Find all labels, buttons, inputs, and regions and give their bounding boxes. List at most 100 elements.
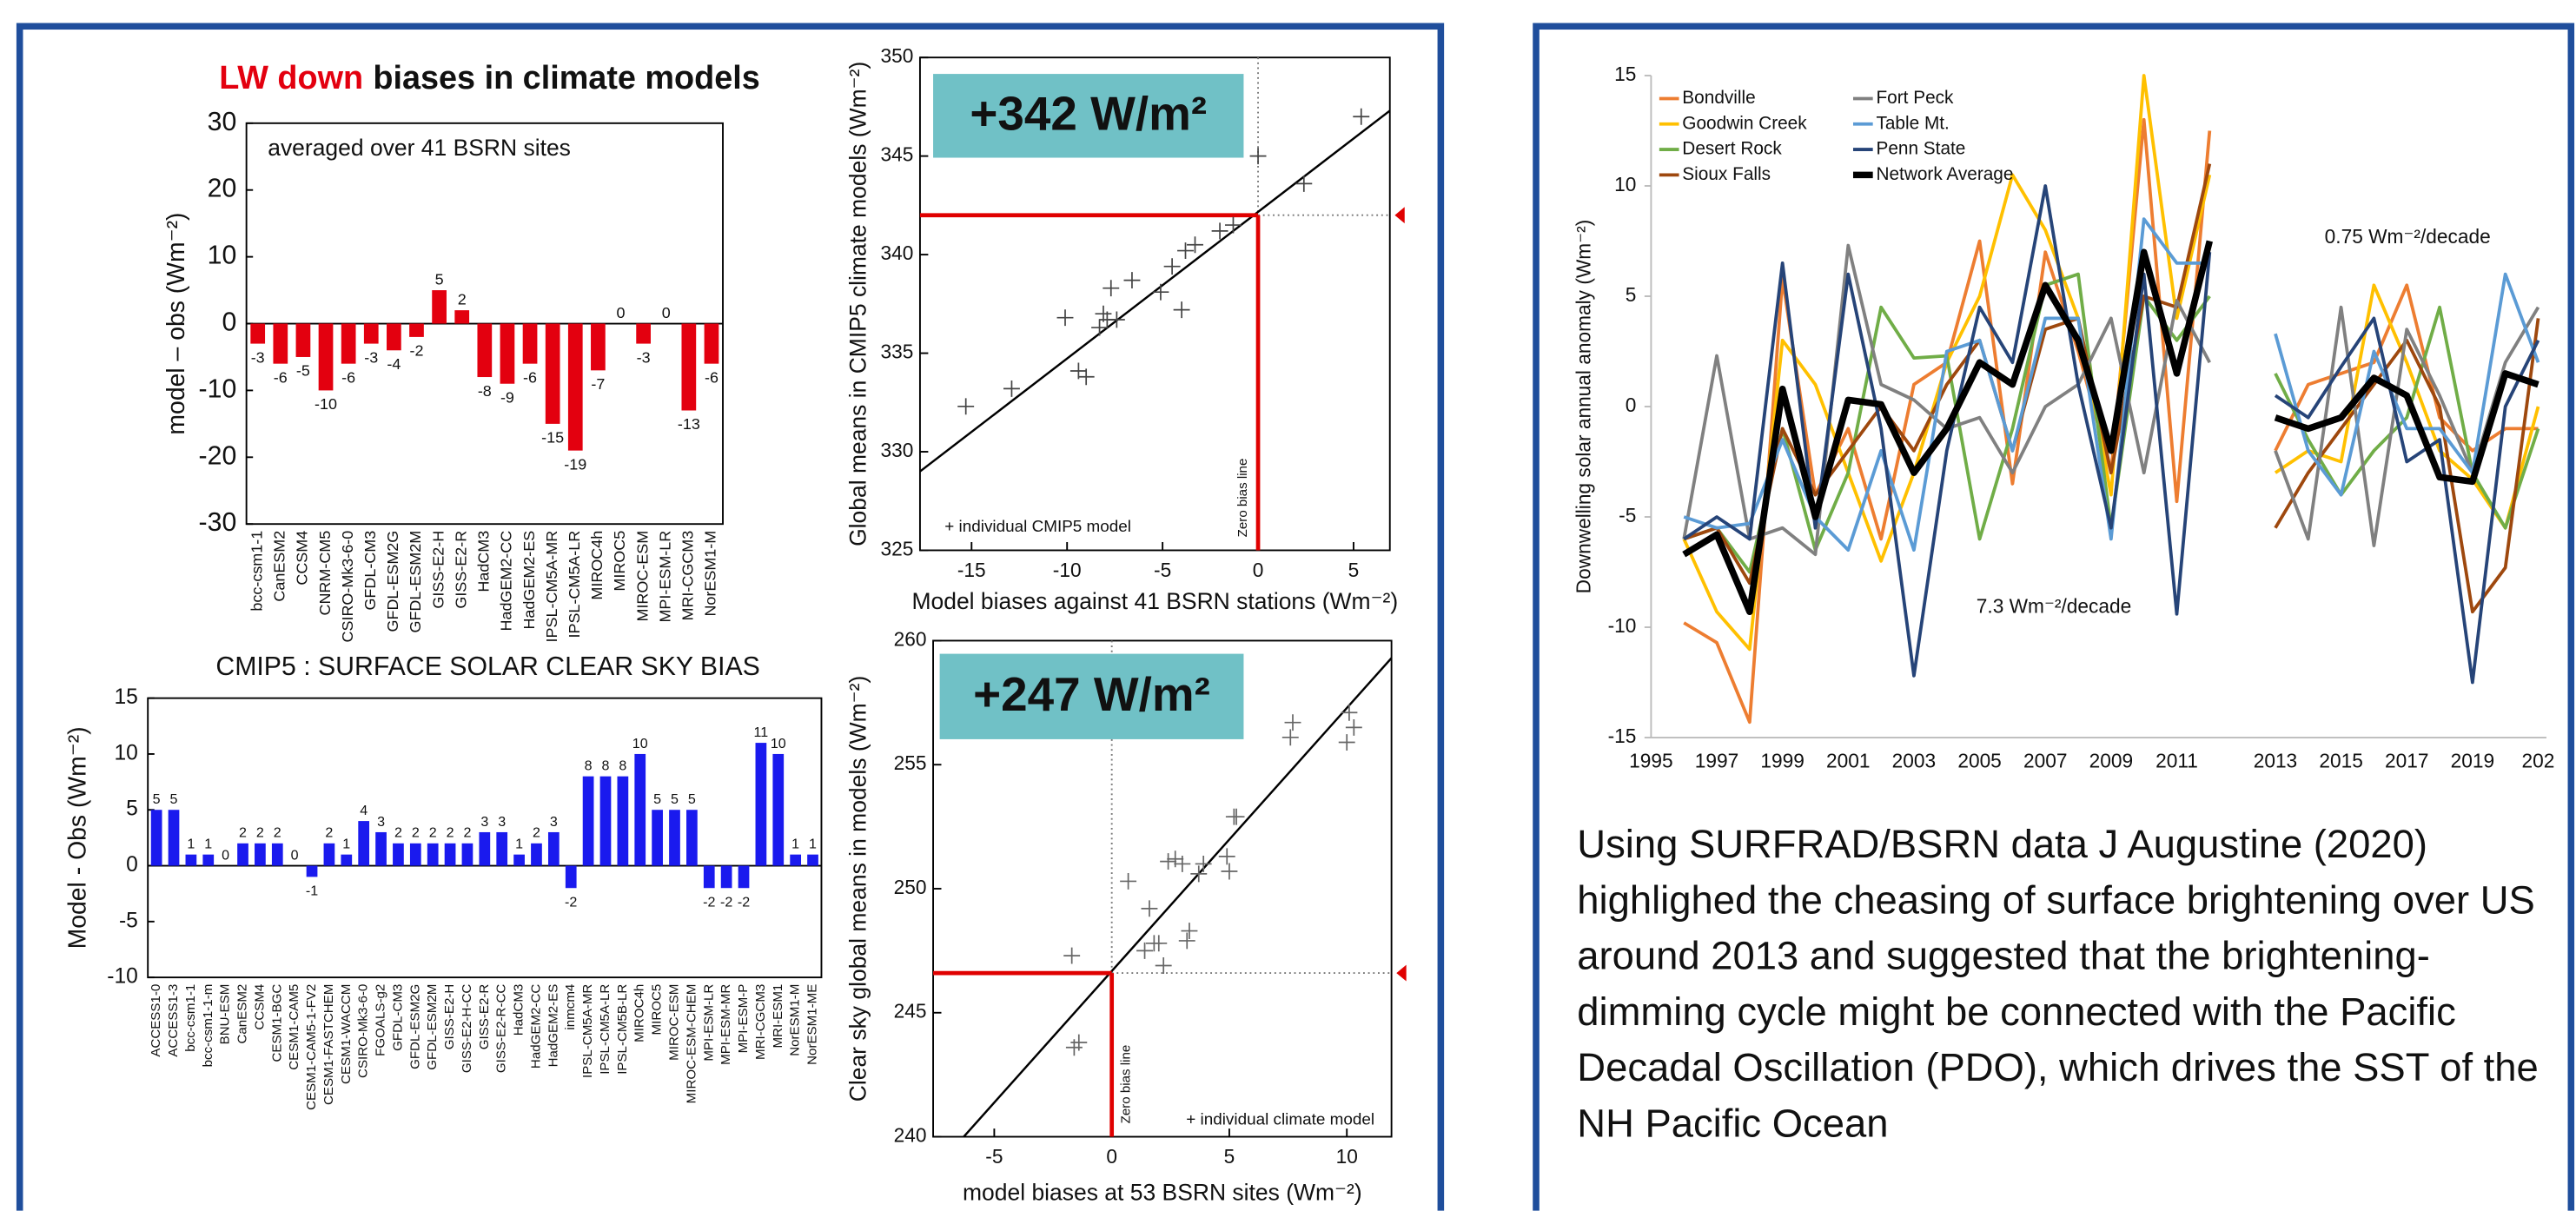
x-tick-label: 1999: [1760, 749, 1804, 771]
x-tick-label: MPI-ESM-LR: [656, 531, 673, 623]
value-label: 3: [377, 814, 385, 830]
y-axis-label: Global means in CMIP5 climate models (Wm…: [845, 62, 871, 546]
y-tick-label: 255: [894, 751, 927, 774]
point: [1091, 319, 1109, 336]
x-tick-label: -5: [1154, 559, 1171, 581]
value-label: -6: [705, 368, 718, 386]
value-label: -2: [738, 895, 750, 910]
bar: [237, 843, 248, 866]
x-axis-label: Model biases against 41 BSRN stations (W…: [911, 588, 1398, 614]
y-axis-label: Downwelling solar annual anomaly (Wm⁻²): [1572, 220, 1594, 594]
chart-title: CMIP5 : SURFACE SOLAR CLEAR SKY BIAS: [215, 652, 760, 681]
bar: [295, 323, 311, 357]
x-tick-label: GFDL-CM3: [390, 984, 405, 1051]
x-tick-label: 2009: [2089, 749, 2133, 771]
point: [1123, 272, 1141, 289]
x-tick-label: MIROC5: [611, 531, 628, 592]
x-tick-label: MRI-CGCM3: [679, 531, 697, 621]
point: [1108, 311, 1125, 328]
x-tick-label: GFDL-CM3: [361, 531, 379, 611]
value-label: -3: [637, 348, 651, 366]
value-label: 5: [170, 791, 178, 807]
value-label: -8: [478, 382, 492, 400]
value-label: 1: [791, 837, 799, 852]
x-tick-label: HadGEM2-ES: [546, 984, 560, 1068]
y-tick-label: 5: [126, 797, 138, 821]
x-tick-label: NorESM1-M: [702, 531, 719, 617]
value-label: -6: [523, 368, 537, 386]
x-tick-label: MRI-ESM1: [771, 984, 785, 1049]
x-tick-label: 5: [1348, 559, 1360, 581]
bar: [599, 776, 612, 866]
bar: [185, 854, 197, 866]
fit-line: [963, 657, 1393, 1138]
x-tick-label: ACCESS1-0: [149, 984, 163, 1057]
plot-frame: [147, 697, 823, 979]
bar: [273, 323, 288, 364]
value-label: -3: [364, 348, 378, 366]
x-tick-label: CanESM2: [271, 531, 288, 602]
bar: [567, 323, 583, 451]
y-tick-label: -30: [199, 508, 237, 537]
x-tick-label: MPI-ESM-MR: [718, 984, 733, 1065]
point: [1341, 704, 1358, 721]
point: [1249, 148, 1267, 165]
point: [1225, 216, 1242, 234]
x-tick-label: NorESM1-ME: [805, 984, 820, 1065]
point: [1167, 850, 1184, 868]
value-label: 2: [394, 825, 402, 841]
point: [1177, 242, 1194, 260]
bar: [617, 776, 629, 866]
value-label: -3: [251, 348, 265, 366]
x-tick-label: CSIRO-Mk3-6-0: [339, 531, 356, 643]
bar: [496, 831, 508, 866]
point: [1141, 900, 1158, 917]
y-tick-label: -10: [199, 374, 237, 403]
y-tick-label: 340: [881, 242, 914, 264]
bar: [636, 323, 651, 344]
y-tick-label: 10: [114, 741, 137, 764]
x-tick-label: CCSM4: [252, 984, 267, 1030]
value-label: -2: [720, 895, 732, 910]
point: [1160, 853, 1177, 870]
value-label: 1: [342, 837, 350, 852]
x-tick-label: HadGEM2-ES: [520, 531, 538, 630]
legend-label: Bondville: [1682, 88, 1755, 108]
bar: [582, 776, 594, 866]
bar: [686, 810, 698, 866]
point: [1065, 1039, 1083, 1056]
value-label: 1: [187, 837, 195, 852]
x-tick-label: IPSL-CM5A-MR: [580, 984, 595, 1078]
x-tick-label: MRI-CGCM3: [753, 984, 768, 1060]
point: [1221, 863, 1238, 880]
value-label: 8: [619, 758, 626, 774]
value-label: 3: [480, 814, 488, 830]
point: [1218, 848, 1235, 865]
x-tick-label: 202: [2522, 749, 2555, 771]
x-tick-label: IPSL-CM5A-LR: [598, 984, 613, 1075]
callout-box: [933, 74, 1244, 158]
bar: [409, 323, 424, 337]
y-tick-label: -20: [199, 441, 237, 470]
point: [1174, 855, 1191, 872]
y-tick-label: 0: [222, 308, 236, 336]
x-tick-label: HadCM3: [512, 984, 526, 1036]
highlight-pointer: [1396, 964, 1407, 982]
bar: [652, 810, 663, 866]
bar: [681, 323, 697, 411]
point: [1187, 236, 1203, 254]
bar: [703, 865, 715, 889]
y-tick-label: 250: [894, 876, 927, 898]
point: [1063, 947, 1081, 964]
point: [1353, 108, 1370, 125]
x-axis-label: model biases at 53 BSRN sites (Wm⁻²): [963, 1180, 1362, 1206]
bar: [432, 290, 447, 324]
x-tick-label: MIROC4h: [588, 531, 606, 600]
bar: [387, 323, 401, 351]
bar: [738, 865, 750, 889]
x-tick-label: CSIRO-Mk3-6-0: [356, 984, 371, 1078]
y-tick-label: 5: [1626, 283, 1637, 306]
point: [1103, 280, 1120, 297]
x-tick-label: inmcm4: [563, 984, 578, 1030]
x-tick-label: MIROC4h: [632, 984, 647, 1042]
